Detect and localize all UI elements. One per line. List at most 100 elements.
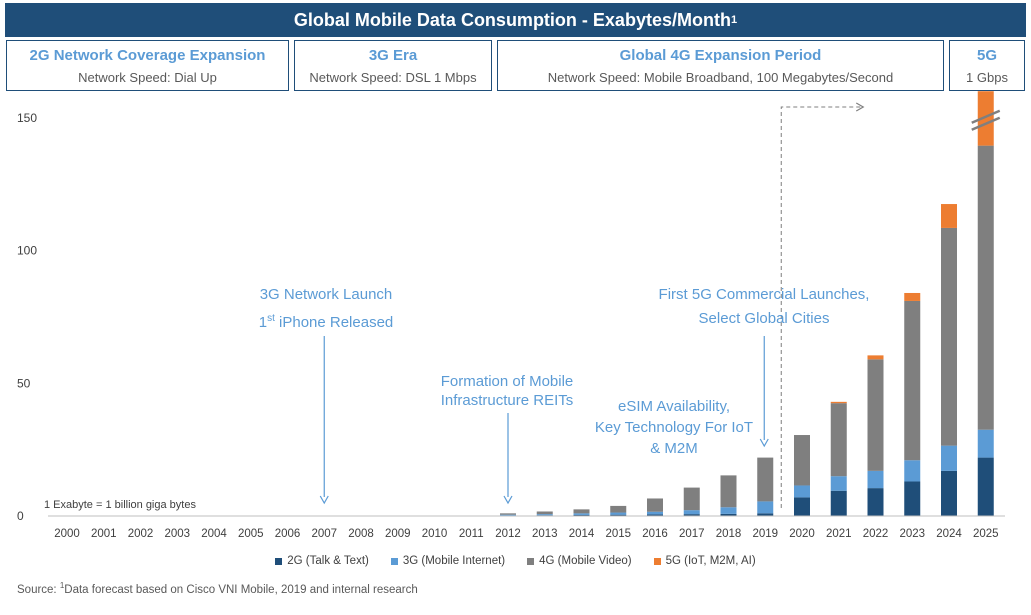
- x-tick-label: 2005: [238, 528, 264, 540]
- x-axis: 2000 2001 2002 2003 2004 2005 2006 2007 2008 2009…: [48, 515, 1005, 540]
- x-tick-label: 2024: [936, 528, 962, 540]
- x-tick-label: 2009: [385, 528, 411, 540]
- bar-4g-2018: [720, 475, 737, 508]
- axis-break-mark: [971, 116, 1001, 131]
- title-footnote-mark: 1: [730, 14, 738, 26]
- chart-title-text: Global Mobile Data Consumption - Exabyte…: [293, 9, 731, 30]
- bar-3g-2019: [757, 501, 774, 514]
- x-tick-label: 2014: [569, 528, 595, 540]
- era-4g-box: Global 4G Expansion Period Network Speed…: [497, 40, 944, 91]
- era-3g-box: 3G Era Network Speed: DSL 1 Mbps: [294, 40, 492, 91]
- bar-4g-2013: [536, 511, 553, 515]
- exabyte-note: 1 Exabyte = 1 billion giga bytes: [44, 499, 196, 511]
- era-4g-speed: Network Speed: Mobile Broadband, 100 Meg…: [547, 70, 894, 85]
- bar-3g-2015: [610, 512, 627, 515]
- bar-3g-2016: [647, 511, 663, 515]
- 5g-era-dashed-arrowhead: [855, 102, 865, 112]
- x-tick-label: 2020: [789, 528, 815, 540]
- bar-4g-2014: [573, 509, 590, 514]
- annotation-esim-line1: eSIM Availability,: [618, 398, 730, 415]
- legend-label-3g: 3G (Mobile Internet): [402, 555, 506, 567]
- bar-4g-2017: [683, 487, 700, 511]
- x-tick-label: 2025: [973, 528, 999, 540]
- source-note: Source: 1Data forecast based on Cisco VN…: [17, 581, 418, 596]
- bar-3g-2024: [941, 445, 957, 471]
- x-tick-label: 2019: [752, 528, 778, 540]
- bar-2g-2016: [647, 514, 663, 516]
- annotation-esim: eSIM Availability, Key Technology For Io…: [578, 396, 770, 459]
- legend-label-2g: 2G (Talk & Text): [287, 555, 369, 567]
- legend-item-2g: 2G (Talk & Text): [275, 555, 369, 567]
- era-5g-box: 5G 1 Gbps: [949, 40, 1025, 91]
- annotation-3g-launch-line1: 3G Network Launch: [259, 286, 393, 303]
- bar-4g-2015: [610, 505, 627, 513]
- bar-3g-2025: [977, 429, 994, 458]
- bar-4g-2020: [794, 435, 810, 486]
- x-tick-label: 2011: [459, 528, 484, 540]
- legend-item-4g: 4G (Mobile Video): [527, 555, 632, 567]
- bar-3g-2020: [794, 485, 810, 498]
- bar-4g-2025: [977, 145, 994, 430]
- bar-4g-2016: [647, 498, 663, 512]
- bar-2g-2018: [720, 513, 737, 516]
- 5g-era-dashed-bracket: [780, 106, 862, 508]
- annotation-5g-launch-line1: First 5G Commercial Launches,: [658, 286, 870, 303]
- legend-swatch-5g: [653, 557, 661, 565]
- bar-3g-2018: [720, 507, 737, 514]
- era-5g-name: 5G: [976, 47, 997, 64]
- source-footnote-mark: 1: [59, 581, 65, 590]
- annotation-5g-launch: First 5G Commercial Launches, Select Glo…: [648, 283, 880, 331]
- bar-5g-2022: [867, 355, 884, 360]
- source-prefix: Source:: [17, 583, 60, 596]
- era-3g-speed: Network Speed: DSL 1 Mbps: [309, 70, 477, 85]
- x-tick-label: 2012: [495, 528, 521, 540]
- bar-2g-2019: [757, 513, 774, 516]
- x-tick-label: 2023: [899, 528, 925, 540]
- bar-2g-2015: [610, 514, 627, 516]
- chart-legend: 2G (Talk & Text) 3G (Mobile Internet) 4G…: [0, 555, 1031, 567]
- annotation-3g-launch: 3G Network Launch 1st iPhone Released: [236, 283, 416, 335]
- legend-swatch-3g: [390, 557, 398, 565]
- x-tick-label: 2022: [863, 528, 889, 540]
- source-text: Data forecast based on Cisco VNI Mobile,…: [64, 583, 418, 596]
- annotation-esim-line2: Key Technology For IoT: [594, 419, 754, 436]
- annotation-reits-line1: Formation of Mobile: [440, 373, 574, 390]
- legend-swatch-2g: [275, 557, 283, 565]
- bar-3g-2012: [500, 514, 516, 516]
- legend-swatch-4g: [527, 557, 535, 565]
- bar-4g-2023: [904, 300, 921, 461]
- x-tick-label: 2013: [532, 528, 558, 540]
- bar-2g-2025: [977, 457, 994, 516]
- legend-item-5g: 5G (IoT, M2M, AI): [653, 555, 756, 567]
- bar-2g-2014: [573, 514, 590, 516]
- bar-4g-2019: [757, 457, 774, 502]
- x-tick-label: 2007: [311, 528, 337, 540]
- bar-3g-2023: [904, 460, 921, 482]
- annotation-reits-line2: Infrastructure REITs: [440, 392, 574, 409]
- x-tick-label: 2001: [91, 528, 117, 540]
- x-tick-label: 2018: [716, 528, 742, 540]
- y-tick-label: 50: [17, 376, 31, 390]
- chart-title: Global Mobile Data Consumption - Exabyte…: [5, 3, 1026, 37]
- annotation-arrows: [319, 102, 1001, 508]
- x-tick-label: 2000: [54, 528, 80, 540]
- arrow-3g-launch-head: [319, 495, 329, 505]
- era-2g-name: 2G Network Coverage Expansion: [29, 47, 266, 64]
- bar-area: [500, 91, 994, 517]
- axis-break-mark: [971, 109, 1001, 124]
- annotation-iphone-sup: st: [267, 313, 275, 324]
- era-2g-box: 2G Network Coverage Expansion Network Sp…: [6, 40, 289, 91]
- arrow-reits-head: [503, 495, 513, 505]
- annotation-esim-line3: & M2M: [650, 440, 698, 457]
- x-tick-label: 2015: [605, 528, 631, 540]
- x-tick-label: 2004: [201, 528, 227, 540]
- bar-4g-2024: [941, 227, 957, 446]
- y-tick-label: 0: [17, 509, 24, 523]
- legend-label-5g: 5G (IoT, M2M, AI): [665, 555, 756, 567]
- bar-3g-2017: [683, 510, 700, 515]
- y-tick-label: 150: [17, 111, 37, 125]
- bar-5g-2023: [904, 292, 921, 301]
- bar-4g-2022: [867, 359, 884, 471]
- bar-2g-2022: [867, 488, 884, 516]
